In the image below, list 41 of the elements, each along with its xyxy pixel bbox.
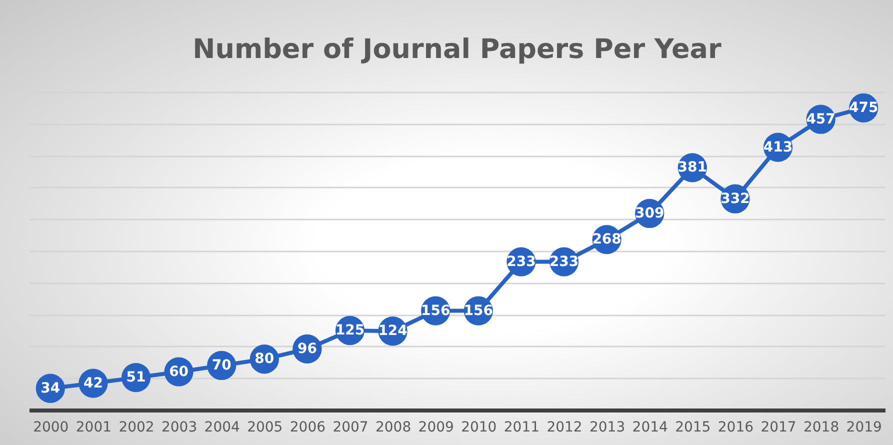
data-label: 309 xyxy=(634,205,664,222)
data-label: 332 xyxy=(720,190,750,207)
data-label: 268 xyxy=(592,232,622,248)
x-tick-label: 2009 xyxy=(418,420,454,436)
x-tick-label: 2006 xyxy=(290,420,326,436)
data-label: 413 xyxy=(763,139,793,156)
x-tick-label: 2008 xyxy=(375,420,412,436)
x-tick-label: 2005 xyxy=(247,420,283,436)
x-tick-label: 2001 xyxy=(76,420,112,436)
data-label: 60 xyxy=(169,364,189,380)
data-label: 125 xyxy=(335,322,365,338)
data-label: 80 xyxy=(254,351,274,368)
data-label: 51 xyxy=(126,370,146,386)
x-tick-label: 2018 xyxy=(803,420,840,436)
data-label: 96 xyxy=(297,340,317,357)
x-tick-label: 2010 xyxy=(461,420,497,436)
x-tick-label: 2002 xyxy=(118,420,154,436)
data-label: 457 xyxy=(806,111,836,128)
x-tick-label: 2014 xyxy=(632,420,668,436)
data-label: 233 xyxy=(549,254,579,270)
chart-title: Number of Journal Papers Per Year xyxy=(192,34,722,65)
data-label: 233 xyxy=(506,254,536,270)
data-label: 34 xyxy=(40,380,60,396)
x-tick-label: 2013 xyxy=(589,420,626,436)
x-tick-label: 2004 xyxy=(204,420,240,436)
x-tick-label: 2003 xyxy=(161,420,198,436)
x-tick-label: 2007 xyxy=(332,420,368,436)
data-label: 381 xyxy=(678,160,708,176)
x-tick-label: 2017 xyxy=(760,420,796,436)
data-label: 124 xyxy=(378,323,408,340)
data-label: 42 xyxy=(83,375,103,392)
data-label: 156 xyxy=(420,302,450,319)
x-tick-label: 2019 xyxy=(846,420,882,436)
x-tick-label: 2015 xyxy=(675,420,711,436)
x-tick-label: 2016 xyxy=(718,420,754,436)
data-label: 70 xyxy=(212,357,232,374)
x-tick-label: 2012 xyxy=(546,420,582,436)
data-label: 475 xyxy=(848,100,878,116)
data-label: 156 xyxy=(464,302,494,319)
x-tick-label: 2000 xyxy=(33,420,69,436)
x-tick-label: 2011 xyxy=(504,420,540,436)
